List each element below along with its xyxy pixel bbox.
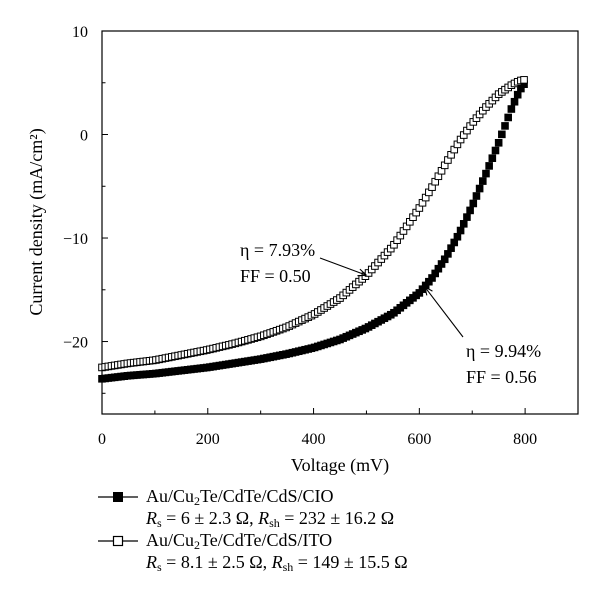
legend-params: Rs = 8.1 ± 2.5 Ω, Rsh = 149 ± 15.5 Ω xyxy=(98,552,578,574)
legend-marker-filled-square xyxy=(98,492,138,502)
legend-item: Au/Cu2Te/CdTe/CdS/ITO xyxy=(98,530,578,552)
resistance-values: Rs = 8.1 ± 2.5 Ω, Rsh = 149 ± 15.5 Ω xyxy=(146,552,408,574)
legend-label: Au/Cu2Te/CdTe/CdS/ITO xyxy=(146,530,333,552)
x-tick-label: 400 xyxy=(302,431,326,448)
annotation-efficiency: η = 7.93% xyxy=(240,240,315,260)
data-point-cio xyxy=(488,154,497,162)
data-point-cio xyxy=(507,105,516,113)
y-tick-label: 10 xyxy=(72,24,88,41)
data-point-cio xyxy=(453,232,462,241)
arrow-head xyxy=(357,268,367,277)
x-tick-label: 600 xyxy=(407,431,431,448)
data-point-cio xyxy=(463,213,471,221)
y-axis-label: Current density (mA/cm²) xyxy=(26,128,47,315)
data-point-cio xyxy=(479,177,487,185)
annotation-fill-factor: FF = 0.56 xyxy=(466,367,537,387)
legend-item: Au/Cu2Te/CdTe/CdS/CIO xyxy=(98,486,578,508)
x-tick-label: 800 xyxy=(513,431,537,448)
x-tick-label: 0 xyxy=(98,431,106,448)
axis-ticks: 0 200 400 600 800 −20 −10 0 10 xyxy=(63,24,579,448)
data-point-cio xyxy=(498,130,506,139)
resistance-values: Rs = 6 ± 2.3 Ω, Rsh = 232 ± 16.2 Ω xyxy=(146,508,395,530)
x-axis-label: Voltage (mV) xyxy=(291,455,389,476)
data-point-cio xyxy=(456,226,465,235)
legend-label: Au/Cu2Te/CdTe/CdS/CIO xyxy=(146,486,334,508)
data-point-cio xyxy=(501,122,509,130)
plot-frame xyxy=(101,30,579,415)
data-point-cio xyxy=(510,97,519,106)
annotation-efficiency: η = 9.94% xyxy=(466,341,541,361)
arrow-head xyxy=(424,286,433,296)
y-tick-label: −20 xyxy=(63,335,88,352)
data-point-cio xyxy=(513,90,522,99)
data-point-cio xyxy=(504,113,512,122)
data-point-cio xyxy=(466,206,474,215)
data-point-cio xyxy=(469,199,478,208)
annotation-arrow xyxy=(319,257,367,276)
y-tick-label: 0 xyxy=(80,128,88,145)
data-point-cio xyxy=(459,220,468,228)
data-point-ito xyxy=(520,76,528,84)
data-marks xyxy=(98,76,528,383)
annotations: η = 7.93% FF = 0.50 η = 9.94% FF = 0.56 xyxy=(240,240,541,387)
legend-marker-open-square xyxy=(98,535,138,547)
x-tick-label: 200 xyxy=(196,431,220,448)
jv-chart: 0 200 400 600 800 −20 −10 0 10 η = 7.93% FF = 0.5… xyxy=(26,24,579,476)
legend: Au/Cu2Te/CdTe/CdS/CIO Rs = 6 ± 2.3 Ω, Rs… xyxy=(98,486,578,574)
legend-params: Rs = 6 ± 2.3 Ω, Rsh = 232 ± 16.2 Ω xyxy=(98,508,578,530)
y-tick-label: −10 xyxy=(63,231,88,248)
data-point-cio xyxy=(472,192,481,200)
data-point-cio xyxy=(491,146,500,155)
data-point-cio xyxy=(475,184,484,193)
data-point-cio xyxy=(482,169,490,178)
annotation-arrow xyxy=(424,286,464,338)
annotation-fill-factor: FF = 0.50 xyxy=(240,266,311,286)
data-point-cio xyxy=(485,162,493,170)
data-point-cio xyxy=(494,138,503,147)
